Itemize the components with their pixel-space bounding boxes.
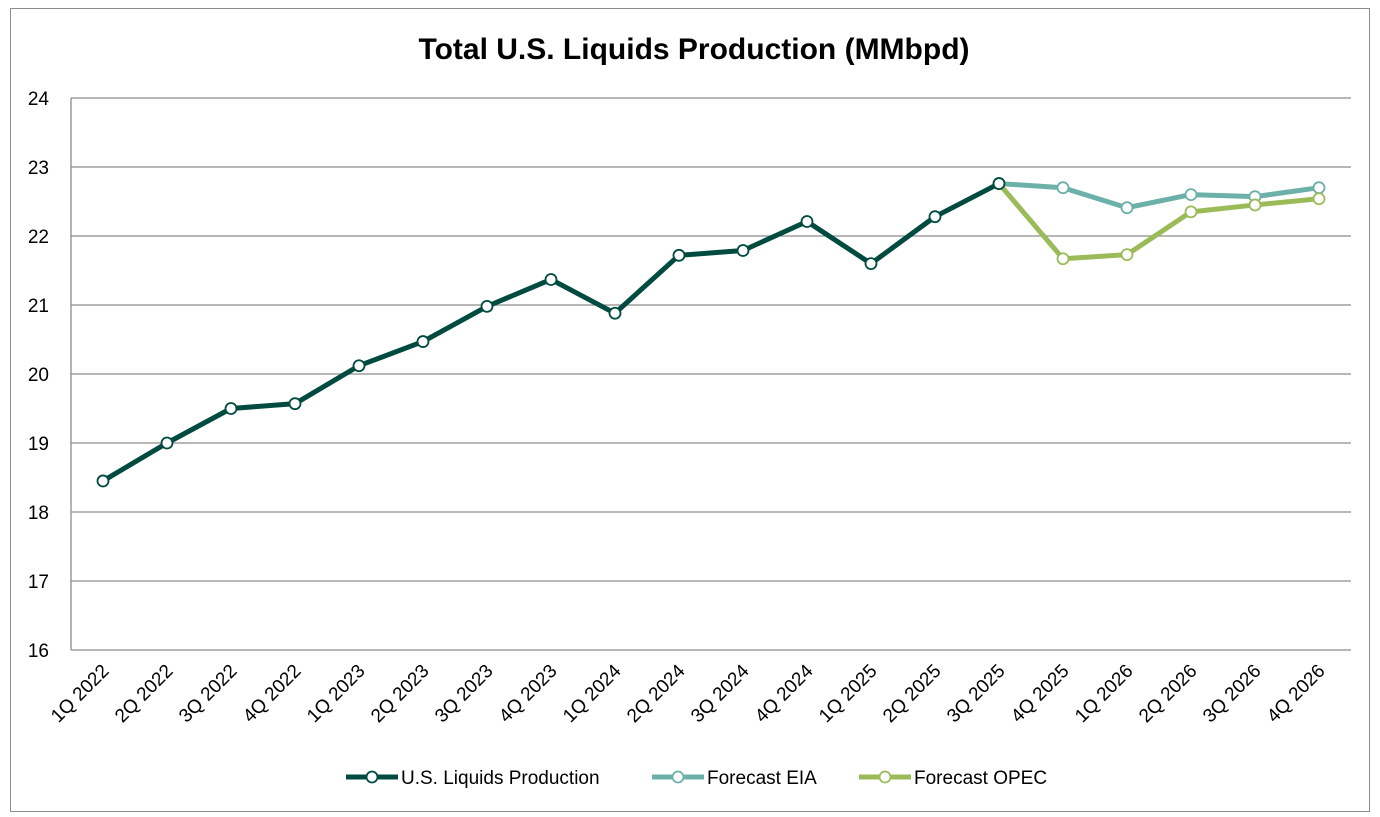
chart-frame: Total U.S. Liquids Production (MMbpd) 16… bbox=[10, 8, 1370, 812]
x-tick-label: 3Q 2026 bbox=[1199, 661, 1265, 727]
data-point bbox=[96, 474, 110, 488]
x-tick-label: 2Q 2025 bbox=[879, 661, 945, 727]
data-point bbox=[928, 210, 942, 224]
x-tick-label: 1Q 2026 bbox=[1071, 661, 1137, 727]
legend-item: Forecast OPEC bbox=[859, 768, 1047, 789]
chart-title: Total U.S. Liquids Production (MMbpd) bbox=[418, 33, 969, 66]
legend-swatch-marker bbox=[878, 770, 892, 784]
x-tick-label: 4Q 2026 bbox=[1263, 661, 1329, 727]
data-point bbox=[288, 397, 302, 411]
data-point bbox=[672, 248, 686, 262]
data-point bbox=[224, 402, 238, 415]
data-point bbox=[736, 244, 750, 257]
series-forecast-opec bbox=[992, 177, 1326, 266]
data-point bbox=[1184, 205, 1198, 219]
data-point bbox=[864, 257, 878, 271]
gridlines bbox=[71, 97, 1351, 582]
x-tick-label: 2Q 2024 bbox=[623, 660, 690, 727]
x-tick-label: 2Q 2022 bbox=[111, 661, 177, 727]
line-chart: Total U.S. Liquids Production (MMbpd) 16… bbox=[28, 33, 1351, 789]
data-point bbox=[416, 335, 430, 348]
x-tick-label: 2Q 2023 bbox=[367, 661, 433, 727]
x-tick-label: 4Q 2024 bbox=[751, 660, 818, 727]
y-tick-label: 22 bbox=[28, 227, 49, 248]
x-tick-label: 3Q 2024 bbox=[687, 660, 754, 727]
y-tick-label: 19 bbox=[28, 434, 49, 455]
legend-label: U.S. Liquids Production bbox=[401, 768, 600, 789]
y-tick-label: 18 bbox=[28, 503, 49, 524]
data-point bbox=[1120, 201, 1134, 215]
legend-item: U.S. Liquids Production bbox=[346, 768, 600, 789]
x-tick-label: 4Q 2025 bbox=[1007, 661, 1073, 727]
series-line bbox=[100, 181, 1002, 484]
data-point bbox=[1184, 188, 1198, 202]
legend: U.S. Liquids Production Forecast EIA Forec… bbox=[346, 768, 1047, 789]
data-point bbox=[1312, 192, 1326, 206]
data-point bbox=[544, 273, 558, 286]
x-tick-label: 3Q 2023 bbox=[431, 661, 497, 727]
x-tick-label: 1Q 2025 bbox=[815, 661, 881, 727]
series-line bbox=[996, 181, 1322, 211]
data-point bbox=[352, 359, 366, 373]
x-tick-label: 4Q 2022 bbox=[239, 661, 305, 727]
legend-swatch-marker bbox=[671, 770, 685, 784]
y-tick-label: 23 bbox=[28, 158, 49, 179]
x-tick-label: 1Q 2024 bbox=[559, 660, 626, 727]
x-tick-label: 2Q 2026 bbox=[1135, 661, 1201, 727]
x-tick-label: 1Q 2022 bbox=[47, 661, 113, 727]
series-lines bbox=[96, 177, 1326, 488]
x-tick-label: 3Q 2022 bbox=[175, 661, 241, 727]
data-point bbox=[1120, 248, 1134, 262]
data-point bbox=[160, 436, 174, 450]
y-tick-label: 21 bbox=[28, 296, 49, 317]
x-tick-label: 3Q 2025 bbox=[943, 661, 1009, 727]
x-tick-label: 4Q 2023 bbox=[495, 661, 561, 727]
y-tick-label: 20 bbox=[28, 365, 49, 386]
series-line bbox=[996, 181, 1322, 262]
legend-label: Forecast OPEC bbox=[914, 768, 1047, 789]
data-point bbox=[480, 299, 494, 313]
data-point bbox=[1056, 181, 1070, 195]
legend-label: Forecast EIA bbox=[707, 768, 817, 789]
data-point bbox=[992, 177, 1006, 190]
data-point bbox=[608, 306, 622, 320]
legend-item: Forecast EIA bbox=[652, 768, 817, 789]
series-u-s-liquids-production bbox=[96, 177, 1006, 488]
y-tick-label: 24 bbox=[28, 89, 50, 110]
x-tick-label: 1Q 2023 bbox=[303, 661, 369, 727]
data-point bbox=[800, 215, 814, 228]
data-point bbox=[1056, 252, 1070, 266]
series-forecast-eia bbox=[992, 177, 1326, 215]
y-tick-label: 16 bbox=[28, 641, 49, 662]
data-point bbox=[1248, 198, 1262, 212]
data-point bbox=[1312, 181, 1326, 195]
y-tick-label: 17 bbox=[28, 572, 49, 593]
legend-swatch-marker bbox=[365, 770, 379, 784]
